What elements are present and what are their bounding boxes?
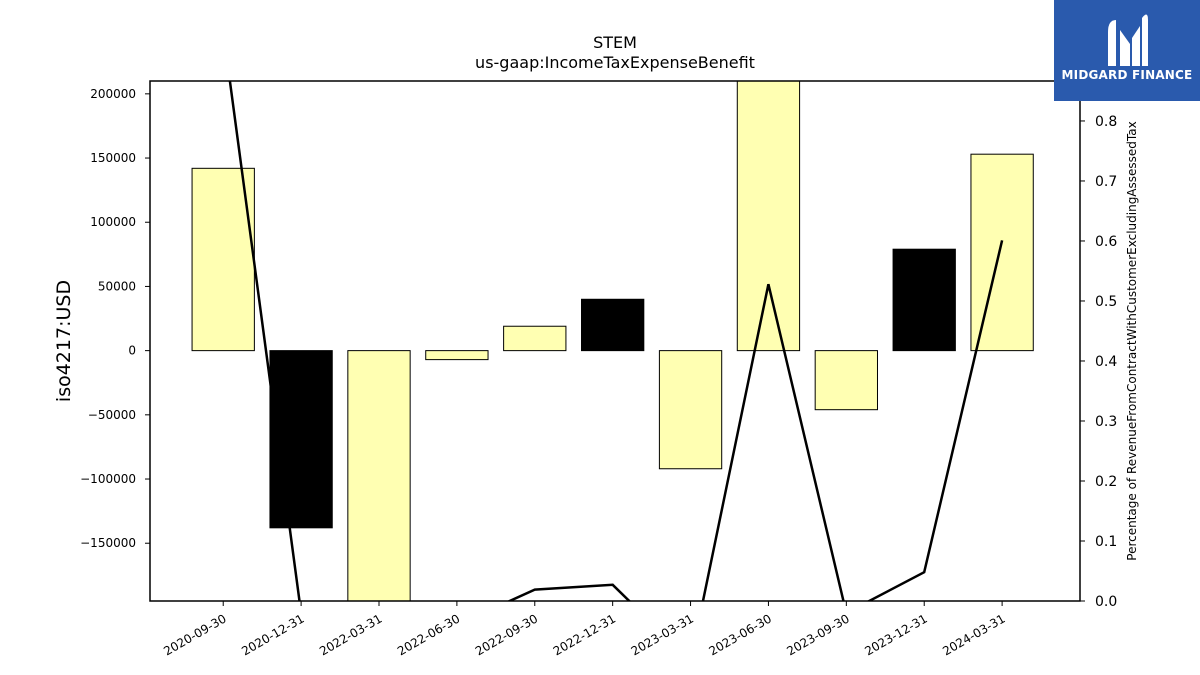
chart-title: STEM — [593, 33, 637, 52]
x-tick-label: 2023-06-30 — [707, 611, 774, 658]
y-tick-label: −100000 — [80, 472, 136, 486]
bar-2022-06-30 — [425, 350, 489, 361]
x-tick-label: 2023-09-30 — [784, 611, 851, 658]
chart-subtitle: us-gaap:IncomeTaxExpenseBenefit — [475, 53, 755, 72]
x-tick-label: 2020-09-30 — [161, 611, 228, 658]
y-axis-left: 200000 150000 100000 50000 0 −50000 −100000 −15… — [80, 87, 150, 550]
y-tick-label: 100000 — [90, 215, 136, 229]
y2-tick-label: 0.6 — [1095, 234, 1117, 250]
bar-2022-09-30 — [503, 325, 567, 352]
y2-tick-label: 0.1 — [1095, 534, 1117, 550]
bar-2020-09-30 — [191, 167, 255, 352]
bar-2022-12-31 — [581, 298, 645, 352]
line-group — [228, 81, 1004, 601]
brand-logo: MIDGARD FINANCE — [1054, 0, 1200, 101]
y2-tick-label: 0.7 — [1095, 174, 1117, 190]
y2-tick-label: 0.0 — [1095, 594, 1117, 610]
y-tick-label: 50000 — [98, 279, 136, 293]
x-tick-label: 2020-12-31 — [239, 611, 306, 658]
y2-tick-label: 0.3 — [1095, 414, 1117, 430]
mh-monogram-icon — [1108, 14, 1148, 67]
x-tick-label: 2024-03-31 — [940, 611, 1007, 658]
bar-2023-06-30 — [736, 81, 801, 352]
line-series — [228, 81, 1004, 601]
bar-2024-03-31 — [970, 153, 1034, 352]
y2-tick-label: 0.8 — [1095, 114, 1117, 130]
bar-2023-09-30 — [814, 350, 878, 411]
x-tick-label: 2022-06-30 — [395, 611, 462, 658]
x-axis: 2020-09-30 2020-12-31 2022-03-31 2022-06-30… — [161, 601, 1008, 658]
y-tick-label: 200000 — [90, 87, 136, 101]
y2-tick-label: 0.2 — [1095, 474, 1117, 490]
y-tick-label: 150000 — [90, 151, 136, 165]
y-tick-label: −50000 — [88, 408, 136, 422]
y-axis-right: 0.0 0.1 0.2 0.3 0.4 0.5 0.6 0.7 0.8 — [1080, 114, 1117, 610]
y2-axis-label: Percentage of RevenueFromContractWithCus… — [1125, 121, 1139, 560]
brand-name: MIDGARD FINANCE — [1061, 68, 1193, 82]
y-tick-label: 0 — [128, 344, 136, 358]
bar-2022-03-31 — [347, 350, 411, 601]
x-tick-label: 2022-09-30 — [473, 611, 540, 658]
x-tick-label: 2022-12-31 — [551, 611, 618, 658]
bar-2023-12-31 — [892, 248, 956, 352]
x-tick-label: 2022-03-31 — [317, 611, 384, 658]
y-axis-label: iso4217:USD — [53, 280, 75, 402]
x-tick-label: 2023-12-31 — [862, 611, 929, 658]
y2-tick-label: 0.5 — [1095, 294, 1117, 310]
y2-tick-label: 0.4 — [1095, 354, 1117, 370]
x-tick-label: 2023-03-31 — [629, 611, 696, 658]
bar-2023-03-31 — [658, 350, 723, 470]
bar-group — [191, 81, 1034, 601]
plot-frame — [149, 80, 1081, 602]
y-tick-label: −150000 — [80, 536, 136, 550]
bar-2020-12-31 — [269, 350, 333, 529]
